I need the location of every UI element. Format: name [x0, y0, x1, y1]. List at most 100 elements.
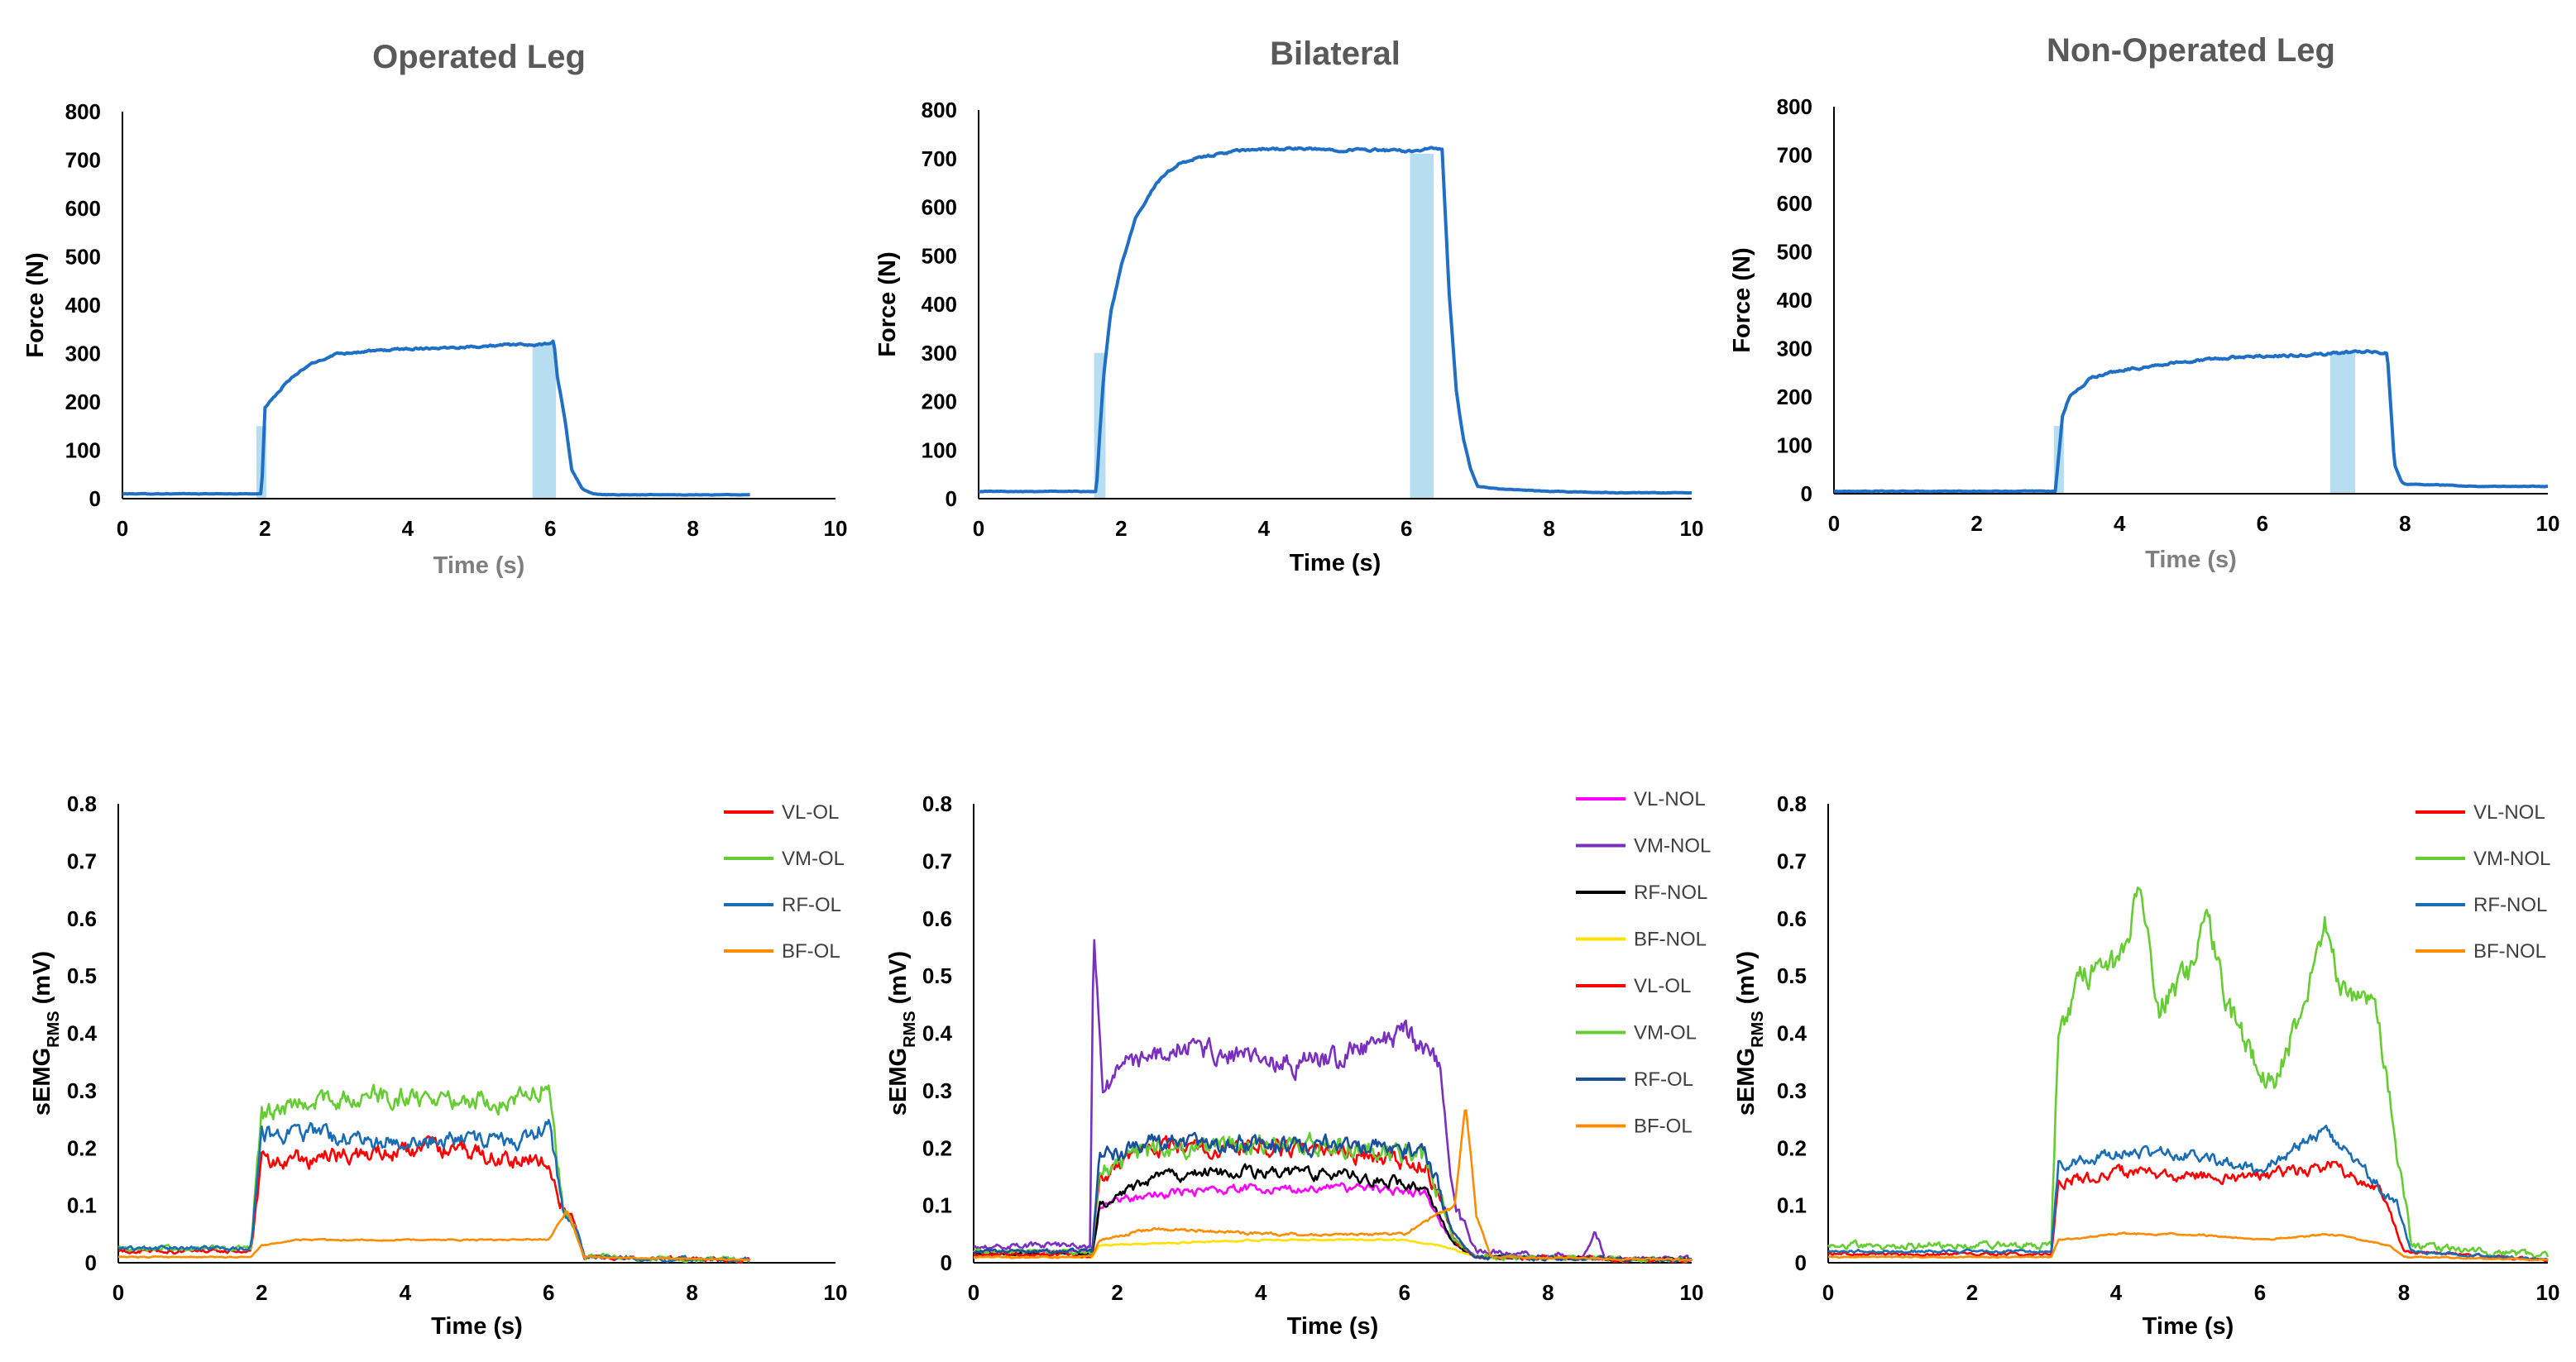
x-axis-label: Time (s)	[1290, 550, 1381, 576]
legend-label: RF-OL	[1634, 1068, 1693, 1091]
y-label-main: sEMG	[29, 1048, 55, 1116]
x-tick-label: 2	[1111, 1280, 1123, 1305]
legend-label: VL-OL	[1634, 975, 1691, 997]
series-line-vm-nol	[973, 939, 1693, 1264]
series-line-rf-nol	[1828, 1125, 2549, 1261]
chart-title: Non-Operated Leg	[2047, 32, 2335, 69]
legend-label: BF-NOL	[2473, 940, 2546, 963]
y-tick-label: 600	[922, 195, 957, 220]
y-label-main: sEMG	[1733, 1048, 1760, 1116]
chart-emg-operated: 0 0.1 0.2 0.3 0.4 0.5 0.6 0.7 0.8 0 2 4 6 8 10 Time (s)…	[29, 791, 847, 1340]
y-label-unit: (mV)	[885, 951, 912, 1011]
y-tick-label: 0.7	[1777, 848, 1807, 873]
y-tick-label: 0.1	[67, 1193, 97, 1218]
y-axis-label: Force (N)	[22, 252, 49, 357]
y-tick-label: 0.5	[1777, 963, 1807, 988]
y-tick-label: 400	[1777, 288, 1812, 313]
y-tick-label: 0.5	[922, 963, 952, 988]
x-tick-label: 8	[687, 516, 698, 541]
y-label-unit: (mV)	[29, 951, 55, 1011]
y-tick-label: 0.2	[67, 1135, 97, 1160]
x-tick-label: 6	[2257, 511, 2268, 536]
x-tick-label: 10	[824, 1280, 848, 1305]
y-tick-label: 0.8	[922, 791, 952, 816]
x-tick-label: 8	[2399, 511, 2411, 536]
series-line-vm-ol	[117, 1083, 750, 1264]
y-tick-label: 0.5	[67, 963, 97, 988]
y-label-unit: (mV)	[1733, 951, 1760, 1011]
shaded-window-1	[2329, 351, 2355, 494]
y-tick-label: 0.3	[67, 1078, 97, 1103]
legend-label: VL-OL	[782, 801, 839, 824]
chart-force-non-operated: Non-Operated Leg010020030040050060070080…	[1729, 32, 2559, 573]
y-tick-label: 0.8	[1777, 791, 1807, 816]
x-tick-label: 4	[1258, 516, 1271, 541]
shaded-window-1	[532, 343, 557, 499]
y-tick-label: 700	[922, 146, 957, 171]
x-tick-label: 0	[113, 1280, 124, 1305]
x-tick-label: 2	[1966, 1280, 1978, 1305]
y-tick-label: 800	[1777, 94, 1812, 119]
y-tick-label: 800	[65, 99, 101, 124]
series-line-bf-nol	[1827, 1231, 2549, 1262]
y-tick-label: 0.2	[922, 1135, 952, 1160]
y-tick-label: 100	[65, 438, 101, 463]
legend-label: VL-NOL	[1634, 788, 1706, 810]
legend-label: VL-NOL	[2473, 801, 2545, 824]
y-tick-label: 0.8	[67, 791, 97, 816]
y-tick-label: 300	[1777, 337, 1812, 361]
x-tick-label: 4	[2114, 511, 2126, 536]
legend-label: VM-NOL	[2473, 848, 2550, 870]
legend-label: RF-NOL	[2473, 894, 2547, 916]
y-tick-label: 400	[922, 292, 957, 317]
x-tick-label: 8	[1542, 1280, 1554, 1305]
x-tick-label: 8	[686, 1280, 697, 1305]
x-axis-label: Time (s)	[2143, 1313, 2234, 1340]
y-label-main: sEMG	[885, 1048, 912, 1116]
y-tick-label: 0	[89, 486, 101, 511]
x-tick-label: 10	[1680, 1280, 1704, 1305]
series-line-bf-ol	[117, 1210, 750, 1262]
chart-title: Operated Leg	[372, 39, 586, 75]
x-tick-label: 6	[1401, 516, 1412, 541]
y-tick-label: 100	[1777, 433, 1812, 458]
x-axis-label: Time (s)	[433, 552, 525, 579]
y-tick-label: 200	[65, 389, 101, 414]
x-tick-label: 0	[973, 516, 984, 541]
x-tick-label: 6	[2254, 1280, 2266, 1305]
x-tick-label: 6	[543, 1280, 554, 1305]
x-tick-label: 8	[2398, 1280, 2410, 1305]
y-tick-label: 0.6	[922, 906, 952, 931]
chart-force-operated: Operated Leg 0 100 200 300 400 500 600 700 800 0 2 4…	[22, 39, 847, 579]
y-tick-label: 500	[1777, 240, 1812, 265]
y-axis-label: sEMGRMS (mV)	[885, 951, 919, 1116]
x-tick-label: 2	[1115, 516, 1127, 541]
y-tick-label: 0.2	[1777, 1135, 1807, 1160]
x-tick-label: 4	[400, 1280, 412, 1305]
y-tick-label: 0	[1795, 1250, 1807, 1275]
x-tick-label: 2	[259, 516, 271, 541]
series-line-vl-ol	[973, 1135, 1693, 1264]
y-tick-label: 400	[65, 293, 101, 318]
x-tick-label: 0	[968, 1280, 979, 1305]
x-axis-label: Time (s)	[1287, 1313, 1379, 1340]
x-tick-label: 2	[1970, 511, 1982, 536]
y-label-subscript: RMS	[901, 1011, 919, 1047]
series-line-force	[1833, 349, 2549, 494]
y-tick-label: 200	[1777, 385, 1812, 409]
y-axis-label: Force (N)	[874, 251, 901, 356]
x-axis-label: Time (s)	[431, 1313, 523, 1340]
series-line-vm-ol	[972, 1131, 1693, 1264]
x-tick-label: 0	[117, 516, 128, 541]
y-axis-label: sEMGRMS (mV)	[1733, 951, 1767, 1116]
y-tick-label: 0.7	[67, 848, 97, 873]
y-tick-label: 700	[65, 148, 101, 173]
y-tick-label: 0.6	[1777, 906, 1807, 931]
legend-label: RF-NOL	[1634, 882, 1707, 904]
y-tick-label: 600	[65, 196, 101, 221]
y-tick-label: 0.6	[67, 906, 97, 931]
x-tick-label: 4	[1255, 1280, 1267, 1305]
y-tick-label: 300	[922, 341, 957, 366]
x-tick-label: 10	[1680, 516, 1704, 541]
y-tick-label: 0.4	[922, 1021, 953, 1046]
